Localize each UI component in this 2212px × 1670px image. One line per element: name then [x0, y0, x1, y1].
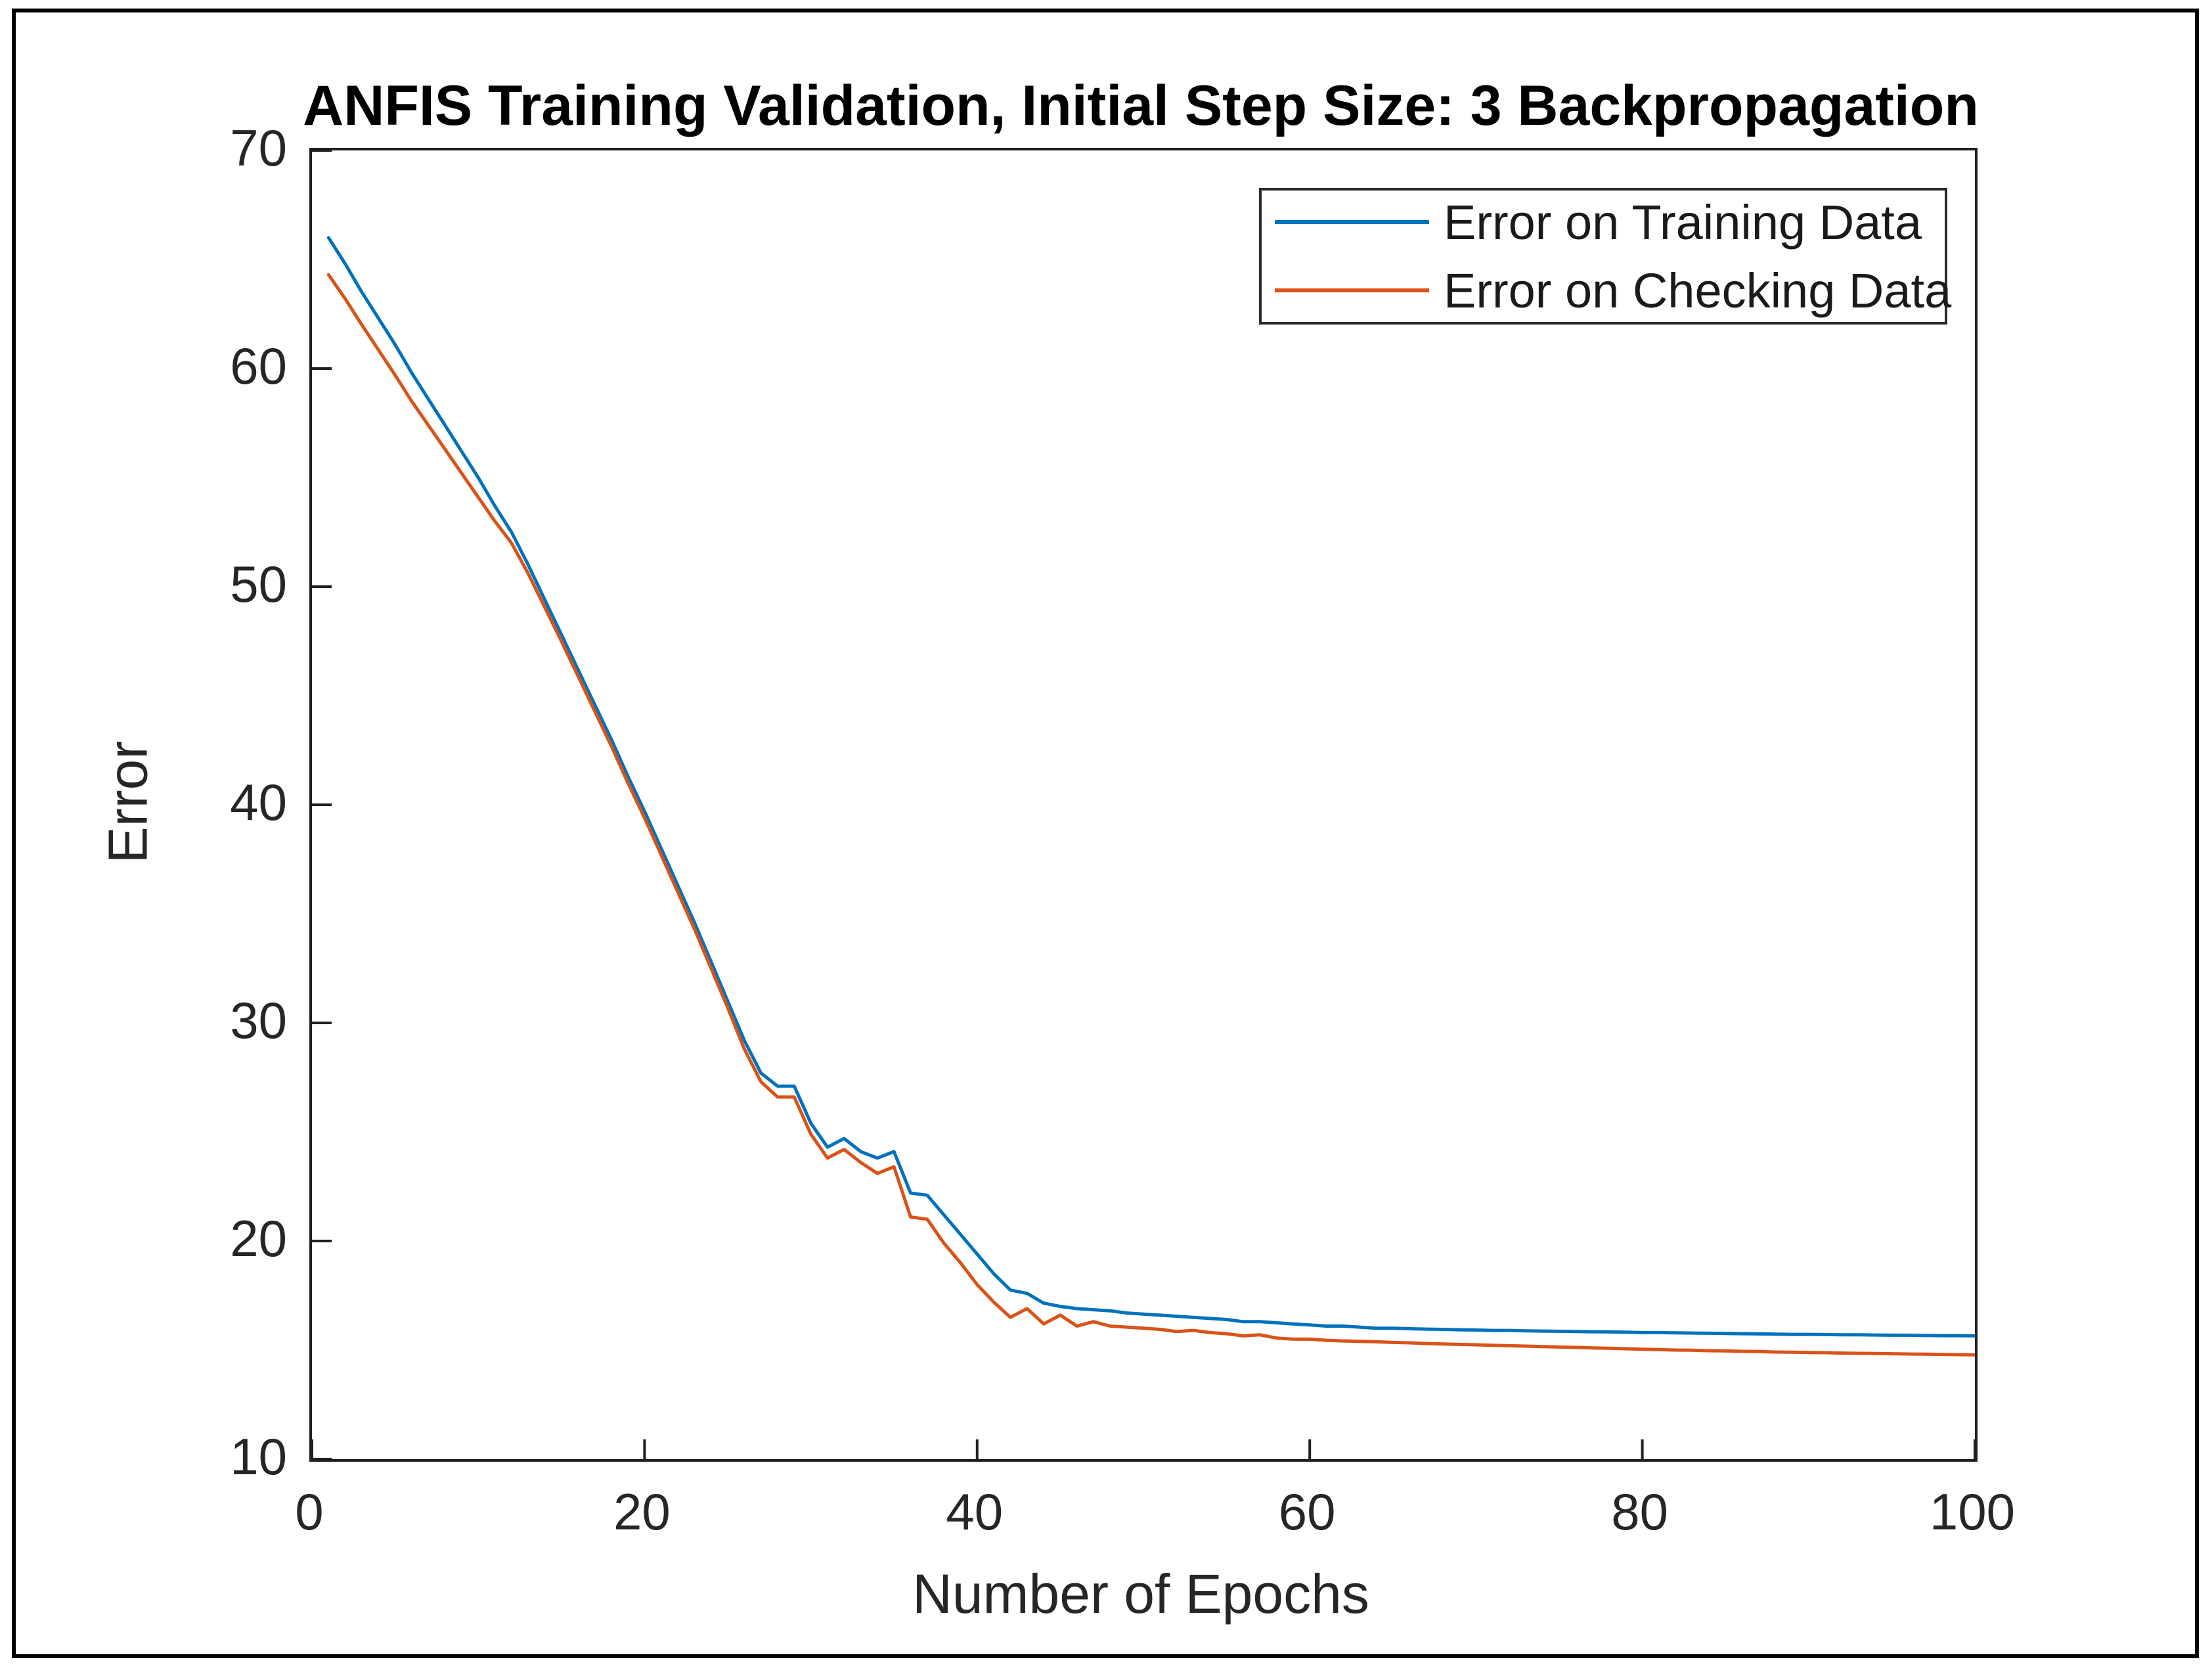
x-tick-label: 80 [1611, 1483, 1668, 1541]
y-tick-label: 30 [230, 991, 287, 1049]
legend-label-checking: Error on Checking Data [1444, 263, 1952, 318]
x-tick-label: 40 [946, 1483, 1004, 1541]
legend-label-training: Error on Training Data [1444, 194, 1922, 250]
series-line-training [326, 236, 1975, 1338]
y-tick-label: 10 [230, 1428, 287, 1485]
x-tick-label: 60 [1278, 1483, 1336, 1541]
y-tick-label: 20 [230, 1209, 287, 1267]
plot-svg [312, 150, 1975, 1459]
y-tick-label: 70 [230, 119, 287, 177]
x-tick-label: 0 [295, 1483, 324, 1541]
legend-row-training: Error on Training Data [1262, 194, 1945, 250]
x-axis-label: Number of Epochs [912, 1563, 1369, 1625]
checking-line-swatch [1275, 288, 1429, 292]
y-axis-label: Error [97, 740, 159, 864]
plot-area [309, 148, 1978, 1462]
y-tick-label: 40 [230, 773, 287, 831]
training-line-swatch [1275, 220, 1429, 224]
y-tick-label: 50 [230, 555, 287, 613]
x-tick-label: 100 [1929, 1483, 2016, 1541]
series-line-checking [326, 273, 1975, 1357]
legend: Error on Training Data Error on Checking… [1259, 188, 1951, 325]
chart-title: ANFIS Training Validation, Initial Step … [303, 74, 1979, 137]
y-tick-label: 60 [230, 337, 287, 395]
x-tick-label: 20 [613, 1483, 671, 1541]
legend-row-checking: Error on Checking Data [1262, 263, 1951, 318]
